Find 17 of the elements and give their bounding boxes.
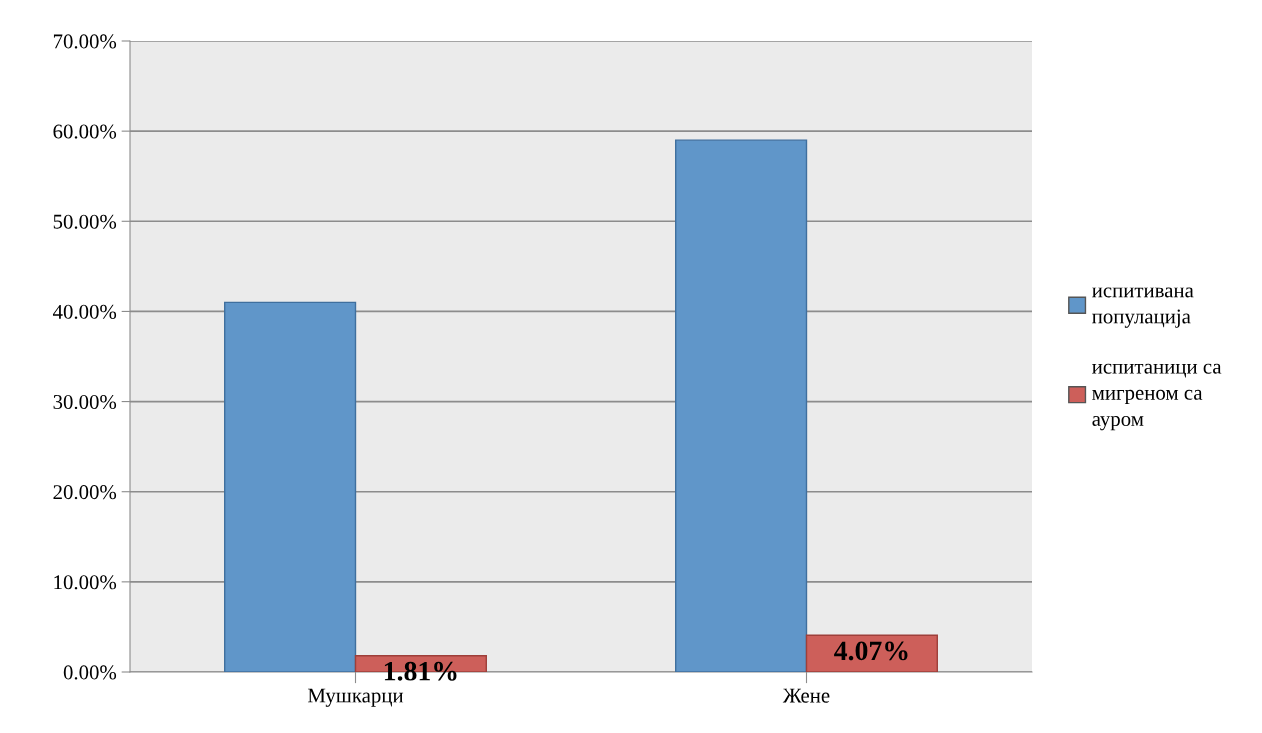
bar [805,634,938,672]
y-tick-label: 70.00% [53,34,117,49]
bar [224,301,357,672]
x-tick-label: Жене [782,688,830,703]
y-tick-label: 20.00% [53,485,117,500]
y-tick-label: 10.00% [54,575,117,590]
bar [675,139,808,672]
y-tick-label: 30.00% [53,394,117,410]
data-label: 1.81% [384,661,457,681]
legend-label: испитивана популација [1092,287,1194,328]
y-tick-label: 60.00% [53,124,117,139]
data-label: 4.07% [834,641,908,661]
legend-label: испитаници са мигреном са ауром [1092,363,1222,431]
y-tick-label: 50.00% [53,214,117,229]
y-tick-label: 0.00% [63,665,117,680]
y-tick-label: 40.00% [52,304,117,319]
x-tick-label: Мушкарци [307,688,404,707]
